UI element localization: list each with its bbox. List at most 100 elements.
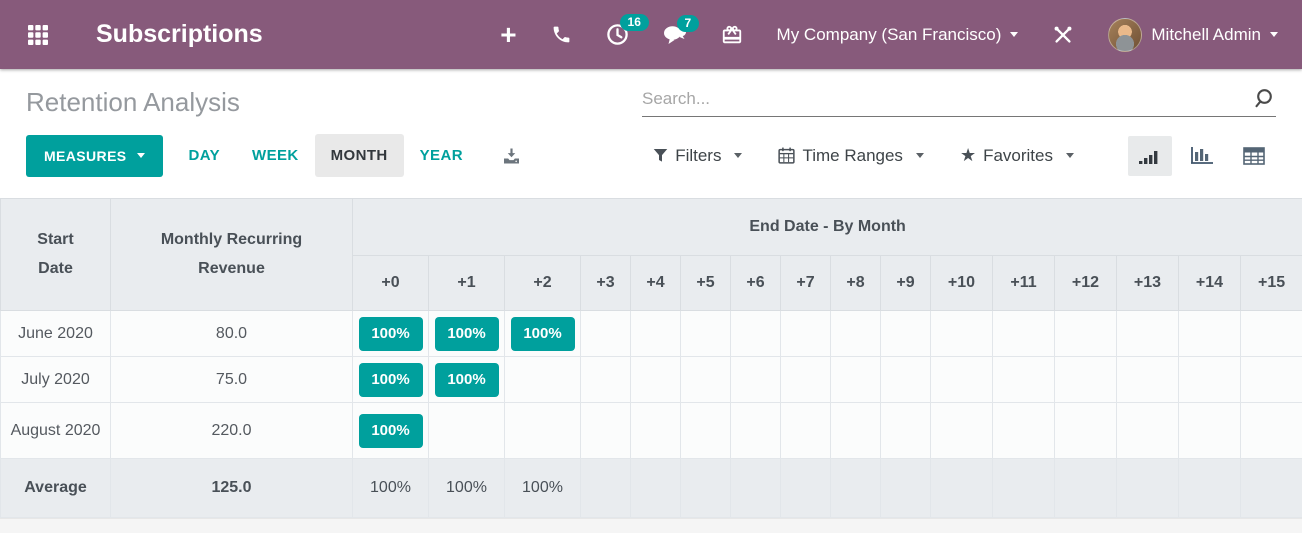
- measures-label: MEASURES: [44, 147, 127, 164]
- chevron-down-icon: [136, 153, 145, 158]
- retention-cell: [930, 402, 993, 459]
- bottom-strip: [0, 518, 1302, 533]
- time-ranges-label: Time Ranges: [802, 145, 903, 165]
- export-download-button[interactable]: [501, 146, 522, 166]
- top-nav: Subscriptions + 16 7: [0, 0, 1302, 69]
- month-column-header: +9: [880, 255, 931, 311]
- voip-phone-button[interactable]: [551, 24, 572, 45]
- filters-label: Filters: [675, 145, 722, 165]
- search-input[interactable]: [642, 89, 1242, 109]
- average-retention-cell: [930, 458, 993, 518]
- group-header-row: Start Date Monthly Recurring Revenue End…: [0, 198, 1302, 311]
- retention-cell: [880, 402, 931, 459]
- retention-cell: 100%: [352, 356, 429, 403]
- table-row: June 2020 80.0 100% 100% 100%: [0, 310, 1302, 357]
- month-column-header: +2: [504, 255, 581, 311]
- interval-week[interactable]: WEEK: [236, 134, 315, 177]
- messages-button[interactable]: 7: [663, 14, 700, 46]
- retention-cell: [1239, 356, 1302, 403]
- search-facets: Filters Time Ranges ★ Favorites: [617, 135, 1276, 176]
- average-retention-cell: [580, 458, 631, 518]
- retention-cell: [1054, 402, 1117, 459]
- interval-month[interactable]: MONTH: [314, 134, 404, 177]
- chevron-down-icon: [734, 153, 743, 158]
- mrr-cell: 80.0: [110, 310, 353, 357]
- average-retention-cell: [1054, 458, 1117, 518]
- gift-icon: [722, 25, 741, 43]
- retention-cell: [680, 310, 731, 357]
- cohort-view-button[interactable]: [1128, 135, 1172, 176]
- calendar-icon: [778, 147, 796, 164]
- retention-badge: 100%: [434, 362, 499, 397]
- interval-year[interactable]: YEAR: [404, 134, 479, 177]
- user-name: Mitchell Admin: [1151, 24, 1261, 44]
- retention-cell: [1116, 310, 1179, 357]
- interval-day[interactable]: DAY: [173, 134, 237, 177]
- pivot-view-button[interactable]: [1232, 136, 1276, 176]
- retention-badge: 100%: [358, 362, 423, 397]
- retention-badge: 100%: [434, 316, 499, 351]
- month-column-header: +15: [1239, 255, 1302, 311]
- favorites-button[interactable]: ★ Favorites: [960, 146, 1074, 166]
- end-date-group-header: End Date - By Month: [351, 198, 1302, 256]
- retention-cell: [1116, 402, 1179, 459]
- retention-badge: 100%: [358, 413, 423, 448]
- average-retention-cell: [730, 458, 781, 518]
- retention-cell: [1116, 356, 1179, 403]
- retention-cell: [930, 310, 993, 357]
- activity-count-badge: 16: [619, 14, 649, 32]
- search-icon[interactable]: [1252, 88, 1274, 110]
- graph-view-button[interactable]: [1180, 136, 1224, 176]
- retention-cell: [1178, 402, 1241, 459]
- apps-menu-icon[interactable]: [26, 23, 50, 47]
- retention-cell: [780, 310, 831, 357]
- download-icon: [503, 148, 519, 163]
- table-row: August 2020 220.0 100%: [0, 402, 1302, 459]
- average-retention-cell: [780, 458, 831, 518]
- filters-button[interactable]: Filters: [653, 145, 743, 166]
- month-column-header: +12: [1054, 255, 1117, 311]
- retention-cell: [780, 356, 831, 403]
- retention-cell: [1054, 310, 1117, 357]
- referral-button[interactable]: [721, 24, 743, 46]
- average-label-cell: Average: [0, 458, 111, 518]
- retention-badge: 100%: [358, 316, 423, 351]
- chevron-down-icon: [1066, 153, 1074, 158]
- control-panel: Retention Analysis MEASURES DAY WEEK MON…: [0, 69, 1302, 198]
- grid-icon: [28, 24, 48, 45]
- retention-cell: 100%: [352, 310, 429, 357]
- debug-tools-button[interactable]: [1052, 24, 1074, 46]
- month-column-header: +0: [352, 255, 429, 311]
- retention-cell: [580, 402, 631, 459]
- average-retention-cell: [830, 458, 881, 518]
- activities-button[interactable]: 16: [606, 14, 649, 46]
- month-column-header: +8: [830, 255, 881, 311]
- retention-cell: [680, 356, 731, 403]
- app-title[interactable]: Subscriptions: [96, 20, 263, 48]
- month-header-row: +0 +1 +2 +3 +4 +5 +6 +7 +8 +9 +10 +11 +12 +13 +14 +15: [1, 255, 1302, 311]
- start-date-cell: August 2020: [0, 402, 111, 459]
- average-retention-cell: [1178, 458, 1241, 518]
- avatar: [1108, 17, 1143, 52]
- create-button[interactable]: +: [500, 20, 516, 48]
- average-retention-cell: [1239, 458, 1302, 518]
- chevron-down-icon: [1010, 32, 1019, 37]
- phone-icon: [553, 26, 569, 43]
- retention-cell: [830, 356, 881, 403]
- page-title: Retention Analysis: [26, 87, 240, 117]
- retention-cell: [428, 402, 505, 459]
- nav-right-cluster: + 16 7: [500, 14, 1278, 52]
- company-switcher[interactable]: My Company (San Francisco): [777, 25, 1019, 45]
- average-retention-cell: 100%: [352, 458, 429, 518]
- average-retention-cell: [880, 458, 931, 518]
- user-menu[interactable]: Mitchell Admin: [1108, 17, 1278, 52]
- measures-button[interactable]: MEASURES: [26, 134, 163, 177]
- retention-cell: [880, 356, 931, 403]
- retention-cell: [830, 310, 881, 357]
- time-ranges-button[interactable]: Time Ranges: [778, 145, 924, 166]
- month-column-header: +6: [730, 255, 781, 311]
- retention-cell: [1178, 356, 1241, 403]
- month-column-header: +3: [580, 255, 631, 311]
- retention-cell: [992, 310, 1055, 357]
- retention-cell: [880, 310, 931, 357]
